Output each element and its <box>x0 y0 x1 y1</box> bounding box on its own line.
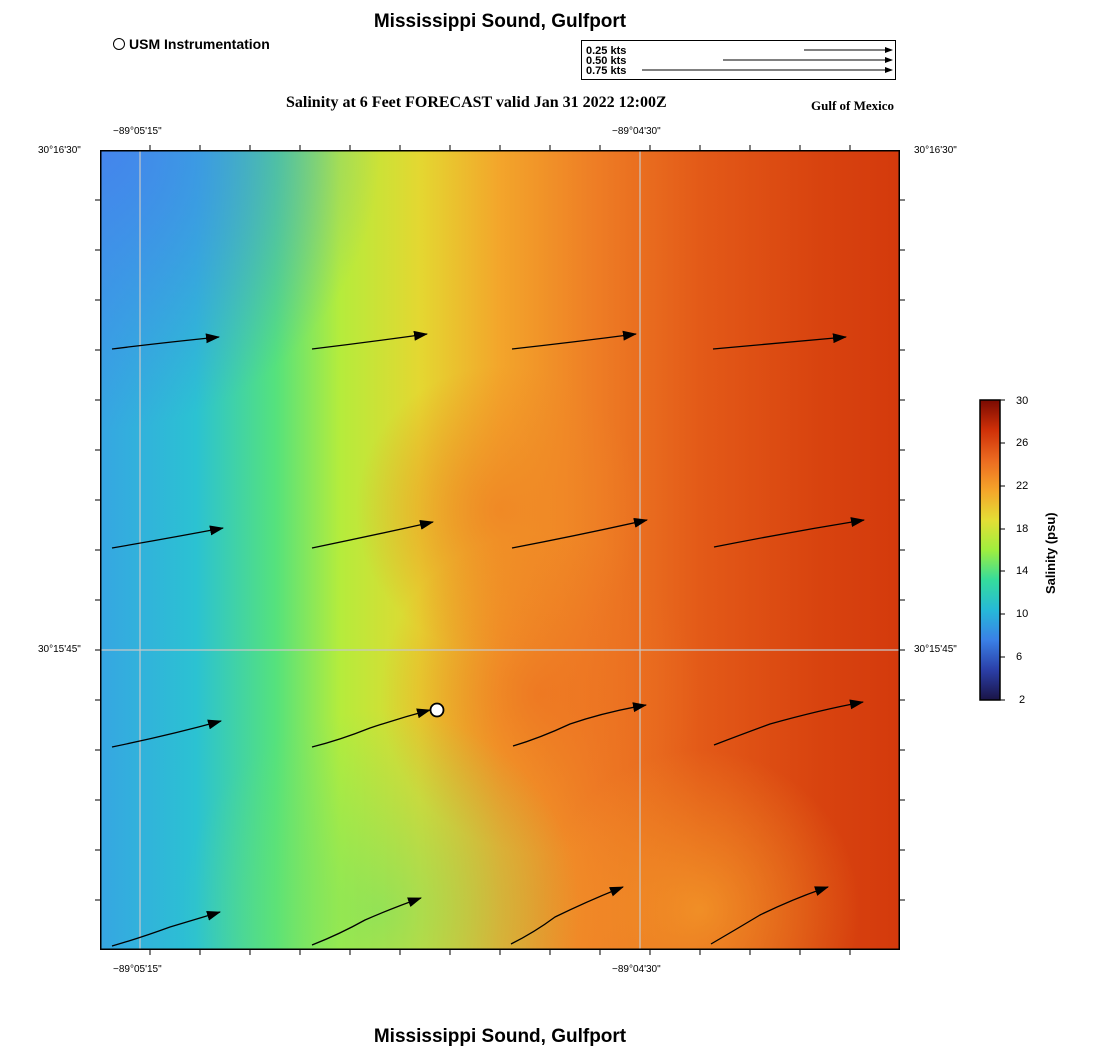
y-tick-label-right-2: 30°15'45" <box>914 644 957 655</box>
colorbar-tick-10: 10 <box>1016 608 1029 620</box>
current-vector <box>511 517 648 549</box>
colorbar-tick-14: 14 <box>1016 565 1029 577</box>
current-vector <box>311 330 428 350</box>
station-legend: USM Instrumentation <box>113 36 270 52</box>
station-marker-icon <box>113 38 125 50</box>
current-vector <box>512 702 647 747</box>
station-legend-label: USM Instrumentation <box>129 36 270 52</box>
current-vector <box>710 886 829 945</box>
current-vector <box>713 699 864 746</box>
vector-legend-arrows <box>642 47 893 73</box>
colorbar-tick-30: 30 <box>1016 395 1029 407</box>
y-tick-label-right-1: 30°16'30" <box>914 145 957 156</box>
current-vector <box>511 330 637 350</box>
graticule <box>100 150 900 950</box>
colorbar-tick-22: 22 <box>1016 480 1029 492</box>
current-vector <box>111 719 222 748</box>
current-vector <box>111 910 221 947</box>
vector-legend-label-3: 0.75 kts <box>586 65 627 77</box>
y-tick-label-left-2: 30°15'45" <box>38 644 81 655</box>
salinity-map <box>100 150 900 950</box>
current-vector <box>111 333 220 350</box>
current-vector <box>111 525 224 549</box>
colorbar-tick-18: 18 <box>1016 523 1029 535</box>
x-tick-label-bottom-1: −89°05'15" <box>113 964 162 975</box>
vector-legend-label-2: 0.50 kts <box>586 55 627 67</box>
current-vector <box>713 517 865 548</box>
colorbar-tick-6: 6 <box>1016 651 1023 663</box>
x-tick-label-bottom-2: −89°04'30" <box>612 964 661 975</box>
x-tick-label-top-2: −89°04'30" <box>612 126 661 137</box>
vector-legend-label-1: 0.25 kts <box>586 45 627 57</box>
colorbar-tick-26: 26 <box>1016 437 1029 449</box>
map-title: Mississippi Sound, Gulfport <box>373 11 627 32</box>
usm-station-marker[interactable] <box>429 702 445 718</box>
current-vector <box>311 897 422 946</box>
colorbar-title: Salinity (psu) <box>1043 512 1058 594</box>
current-vector <box>311 708 431 748</box>
current-vector <box>712 333 847 350</box>
x-tick-label-top-1: −89°05'15" <box>113 126 162 137</box>
current-vector <box>311 519 434 549</box>
y-tick-label-left-1: 30°16'30" <box>38 145 81 156</box>
frame-ticks <box>95 145 905 955</box>
salinity-colorbar <box>979 399 1005 701</box>
region-label: Gulf of Mexico <box>811 98 895 113</box>
current-vector <box>510 886 624 945</box>
colorbar-tick-2: 2 <box>1019 694 1026 706</box>
current-vectors <box>111 330 865 947</box>
footer-title: Mississippi Sound, Gulfport <box>373 1026 627 1047</box>
forecast-subtitle: Salinity at 6 Feet FORECAST valid Jan 31… <box>286 94 667 111</box>
vector-scale-legend: 0.25 kts 0.50 kts 0.75 kts <box>581 40 896 80</box>
